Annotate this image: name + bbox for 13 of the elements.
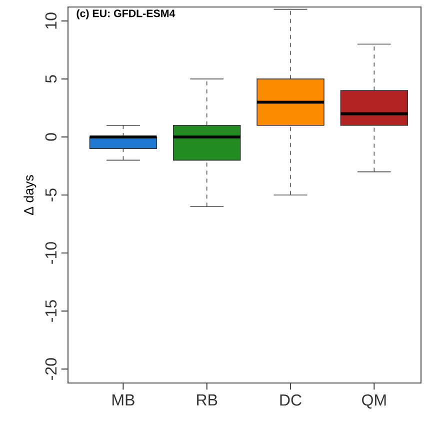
x-tick-label: RB (197, 394, 218, 406)
x-tick-label: DC (280, 394, 302, 406)
y-tick-label: 10 (45, 12, 57, 29)
y-tick-label: -5 (45, 188, 57, 202)
chart-title: (c) EU: GFDL-ESM4 (76, 9, 176, 20)
x-tick-label: QM (362, 394, 386, 409)
y-axis-title: Δ days (24, 175, 36, 215)
y-tick-label: 0 (45, 133, 57, 141)
x-tick-label: MB (112, 394, 134, 406)
y-tick-label: -10 (45, 242, 57, 264)
y-tick-label: -15 (45, 300, 57, 322)
y-tick-label: -20 (45, 358, 57, 380)
y-tick-label: 5 (45, 75, 57, 83)
